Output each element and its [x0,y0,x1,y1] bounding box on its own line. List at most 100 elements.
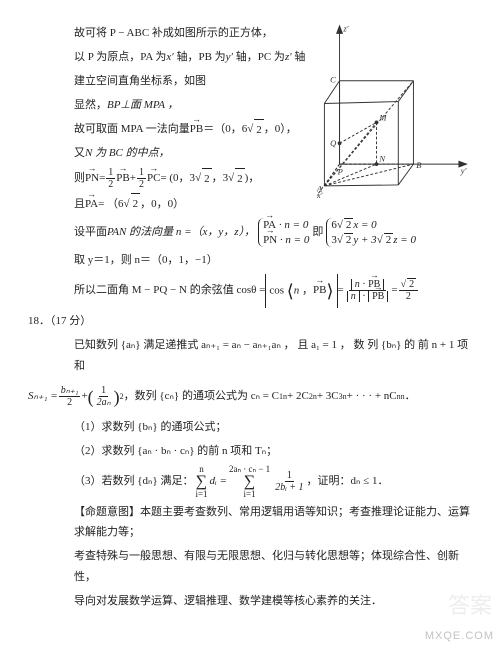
t: = [99,168,105,189]
question-3: （3）若数列 {dₙ} 满足： n∑i=1 dᵢ = 2aₙ · cₙ − 1∑… [28,465,472,499]
axis-z: z′ [285,51,292,63]
fraction: bₙ₊₁2 [59,385,81,408]
sum-symbol: n∑i=1 [195,465,207,499]
den: 2 [65,397,74,408]
sum-symbol: 2aₙ · cₙ − 1∑i=1 [229,465,270,499]
comment-line: 考查特殊与一般思想、有限与无限思想、化归与转化思想等；体现综合性、创新性， [28,546,472,588]
t: N 为 BC 的中点， [85,147,170,159]
sqrt: 2 [202,168,212,190]
brace-left: PA · n = 0 PN · n = 0 [258,218,309,247]
text-line: 取 y＝1，则 n＝（0，1，−1） [28,250,472,271]
svg-text:N: N [378,153,386,163]
t: bₙ₊₁ [61,385,79,396]
sqrt: 2 [254,119,264,141]
vector-pa: PA [85,194,98,215]
svg-text:Q: Q [330,138,336,148]
t: ． [405,386,416,407]
den: n · PB [345,291,391,302]
t: + 3C [317,386,339,407]
t: 所以二面角 M − PQ − N 的余弦值 cosθ = [74,280,265,301]
watermark-url: MXQE.COM [425,626,494,647]
fraction: 12bᵢ + 1 [273,470,305,493]
t: 设平面 [74,222,107,243]
den: 2 [137,179,146,190]
t: ，0）， [264,119,297,140]
t: x = 0 [353,219,376,231]
t: ＝（0，6 [203,119,247,140]
svg-text:z′: z′ [342,23,348,33]
comment-line: 【命题意图】本题主要考查数列、常用逻辑用语等知识；考查推理论证能力、运算求解能力… [28,502,472,544]
question-1: （1）求数列 {bₙ} 的通项公式； [28,417,472,438]
t: y + 3 [353,234,376,246]
t: = (0，3 [160,168,195,189]
t: · n = 0 [276,219,308,231]
axis-x: x′ [166,51,173,63]
t: 以 P 为原点，PA 为 [74,51,166,63]
axis-y: y′ [226,51,233,63]
svg-text:M: M [378,113,387,123]
t: 又 [74,147,85,159]
t: 轴 [294,51,305,63]
math-line: 则 PN = 12 PB + 12 PC = (0，3√2 ，3√2 )， [28,167,311,190]
vector-pb: PB [190,119,203,140]
svg-text:P: P [337,167,343,177]
num: 1 [99,385,108,397]
t: 则 [74,168,85,189]
vector: PB [313,280,326,301]
den: 2 [404,291,413,302]
t: cos [269,284,284,296]
t: 6 [331,219,337,231]
t: + 2C [287,386,309,407]
t: PAN 的法向量 n =（x，y，z）， [107,222,255,243]
fraction: 12 [106,167,115,190]
t: i=1 [244,490,256,499]
t: 2bᵢ + 1 [275,482,303,493]
t: + [130,168,136,189]
t: · n = 0 [277,234,309,246]
t: 且 [74,194,85,215]
sqrt: 2 [407,278,416,290]
t: 故可取面 MPA 一法向量 [74,119,190,140]
fraction: 12aₙ [95,385,113,408]
t: ，证明：dₙ ≤ 1． [307,471,389,492]
num: 1 [285,470,294,482]
math-line: 设平面 PAN 的法向量 n =（x，y，z）， PA · n = 0 PN ·… [28,218,472,247]
num: 1 [106,167,115,179]
svg-text:C: C [330,75,336,85]
math-line: 所以二面角 M − PQ − N 的余弦值 cosθ = cos ⟨n ，PB⟩… [28,274,472,308]
sqrt: 2 [344,233,354,246]
num: bₙ₊₁ [59,385,81,397]
text-line: 故可取面 MPA 一法向量 PB ＝（0，6√2 ，0）， [28,119,311,141]
watermark-logo: 答案 [448,585,492,627]
sqrt: 2 [384,233,394,246]
t: 3 [331,234,337,246]
t: ，数列 {cₙ} 的通项公式为 cₙ = C [124,386,279,407]
t: BP⊥面 MPA ， [107,99,179,111]
svg-text:A: A [317,184,323,194]
den: 2aₙ [95,397,113,408]
t: 即 [312,222,323,243]
question-2: （2）求数列 {aₙ · bₙ · cₙ} 的前 n 项和 Tₙ； [28,441,472,462]
geometry-figure: z′y′x′PBACMNQ [317,22,472,202]
svg-text:y′: y′ [460,166,467,176]
den: 2bᵢ + 1 [273,482,305,493]
t: z = 0 [393,234,416,246]
problem-number: 18．（17 分） [28,311,472,332]
sqrt: 2 [344,218,354,231]
t: ，3 [212,168,229,189]
vector: PB [372,291,384,302]
text-line: 已知数列 {aₙ} 满足递推式 aₙ₊₁ = aₙ − aₙ₊₁aₙ ， 且 a… [28,335,472,377]
svg-text:B: B [416,160,422,170]
comment-heading: 【命题意图】 [74,506,140,518]
t: = [391,280,397,301]
brace-right: 6√2x = 0 3√2y + 3√2z = 0 [326,218,416,247]
t: i=1 [195,490,207,499]
t: + · · · + nC [347,386,397,407]
t: 轴，PB 为 [176,51,225,63]
vector: PN [263,233,277,247]
t: （3）若数列 {dₙ} 满足： [74,471,193,492]
math-line: Sₙ₊₁ = bₙ₊₁2 + ( 12aₙ )2 ，数列 {cₙ} 的通项公式为… [28,380,472,414]
t: = （6 [98,194,123,215]
t: 2aₙ [97,397,111,408]
t: 显然， [74,99,107,111]
